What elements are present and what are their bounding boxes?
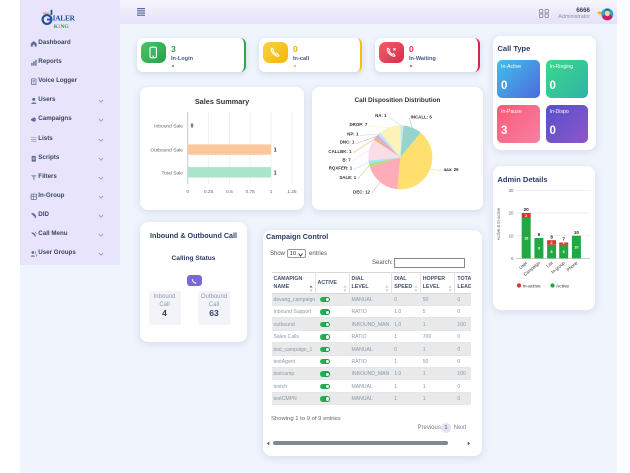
svg-text:9: 9 (538, 232, 541, 237)
svg-text:Call Disposition Distribution: Call Disposition Distribution (355, 97, 441, 104)
svg-text:RQXFER: 1: RQXFER: 1 (329, 166, 353, 171)
svg-text:1: 1 (563, 241, 565, 245)
svg-text:0: 0 (186, 189, 189, 195)
svg-text:7: 7 (562, 237, 565, 242)
svg-text:2: 2 (525, 214, 527, 218)
svg-text:Phone: Phone (566, 260, 579, 272)
svg-text:In-group: In-group (550, 260, 566, 275)
svg-text:9: 9 (538, 247, 540, 251)
svg-text:aaa: 26: aaa: 26 (444, 167, 459, 172)
svg-text:6: 6 (551, 250, 553, 254)
svg-text:CALLBK: 1: CALLBK: 1 (328, 149, 352, 154)
svg-text:KING: KING (54, 24, 70, 30)
svg-text:Inbound Sale: Inbound Sale (154, 124, 183, 130)
svg-text:0.75: 0.75 (246, 189, 256, 195)
svg-text:Admin Details: Admin Details (498, 175, 548, 184)
svg-text:INCALL: 6: INCALL: 6 (411, 115, 433, 120)
svg-text:Total Sale: Total Sale (162, 170, 184, 176)
svg-text:List: List (545, 260, 554, 269)
svg-text:DROP: 7: DROP: 7 (349, 122, 367, 127)
svg-text:6: 6 (563, 250, 565, 254)
svg-text:2: 2 (551, 241, 553, 245)
svg-text:20: 20 (509, 211, 514, 216)
svg-text:30: 30 (509, 188, 514, 193)
svg-text:NA: 1: NA: 1 (375, 113, 387, 118)
svg-text:B: 7: B: 7 (342, 158, 351, 163)
svg-text:1: 1 (274, 148, 277, 154)
svg-text:IALER: IALER (53, 13, 76, 22)
svg-text:10: 10 (574, 246, 578, 250)
svg-text:Sales Summary: Sales Summary (195, 97, 250, 106)
svg-text:0: 0 (511, 256, 514, 261)
svg-text:20: 20 (524, 207, 530, 212)
svg-text:0.5: 0.5 (226, 189, 233, 195)
svg-text:1: 1 (274, 170, 277, 176)
svg-text:0: 0 (191, 124, 194, 130)
svg-text:1.25: 1.25 (287, 189, 297, 195)
svg-text:1: 1 (270, 189, 273, 195)
svg-text:18: 18 (524, 236, 528, 240)
svg-text:0.25: 0.25 (204, 189, 214, 195)
svg-text:User: User (518, 260, 529, 270)
svg-text:8: 8 (550, 234, 553, 239)
svg-text:In-active: In-active (523, 283, 541, 289)
svg-text:Outbound Sale: Outbound Sale (150, 148, 183, 154)
svg-text:NP: 1: NP: 1 (347, 132, 359, 137)
svg-text:10: 10 (509, 233, 514, 238)
svg-text:Active & In-active: Active & In-active (496, 207, 501, 240)
svg-text:10: 10 (574, 230, 580, 235)
svg-text:Active: Active (556, 283, 569, 289)
svg-text:SALE: 1: SALE: 1 (339, 175, 356, 180)
svg-text:DNC: 1: DNC: 1 (340, 140, 355, 145)
svg-text:DEC: 12: DEC: 12 (353, 189, 370, 194)
